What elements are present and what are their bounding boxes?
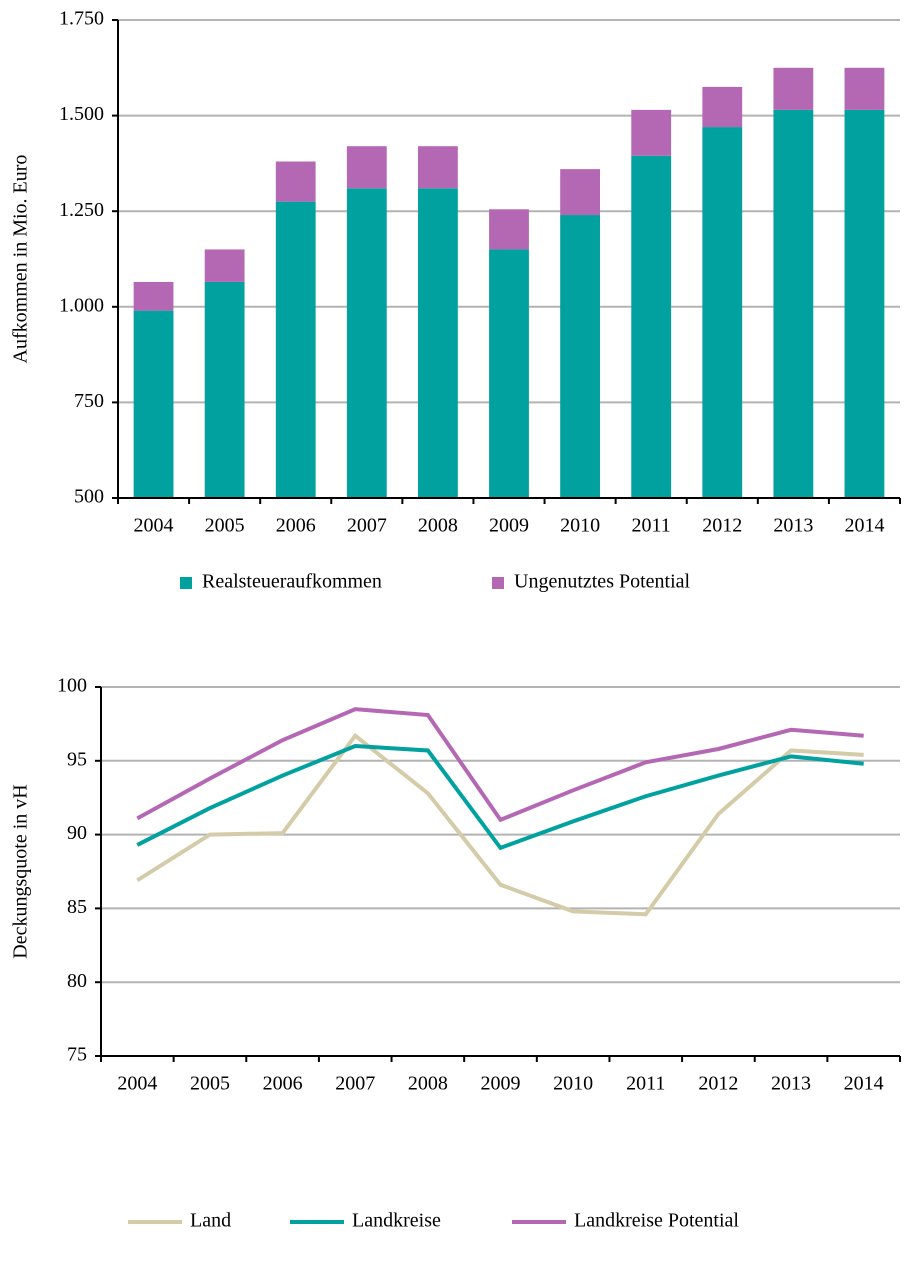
bar-segment (560, 215, 600, 499)
x-tick-label: 2010 (560, 515, 600, 537)
x-tick-label: 2007 (335, 1073, 375, 1095)
legend-swatch (492, 577, 504, 589)
bar-segment (844, 67, 885, 110)
y-tick-label: 1.250 (59, 199, 104, 221)
bar-segment (346, 146, 387, 189)
y-tick-label: 100 (57, 675, 87, 697)
x-tick-label: 2014 (844, 515, 884, 537)
bar-segment (560, 169, 600, 216)
bar-segment (631, 155, 672, 498)
bar-segment (204, 249, 245, 282)
bar-segment (346, 188, 387, 499)
bar-segment (418, 146, 458, 189)
bar-segment (631, 109, 672, 156)
y-tick-label: 95 (67, 748, 87, 770)
y-tick-label: 500 (74, 486, 104, 508)
bar-segment (133, 281, 174, 311)
bar-segment (773, 67, 814, 110)
x-tick-label: 2013 (773, 515, 813, 537)
y-tick-label: 90 (67, 822, 87, 844)
bar-segment (275, 161, 316, 202)
bar-segment (489, 209, 529, 250)
line-series (136, 732, 864, 917)
y-tick-label: 1.000 (59, 294, 104, 316)
x-tick-label: 2009 (489, 515, 529, 537)
bar-segment (275, 201, 316, 498)
bar-segment (418, 188, 458, 499)
y-tick-label: 1.500 (59, 103, 104, 125)
x-tick-label: 2014 (844, 1073, 884, 1095)
line-series (136, 707, 864, 823)
x-tick-label: 2006 (263, 1073, 303, 1095)
x-tick-label: 2009 (481, 1073, 521, 1095)
y-tick-label: 750 (74, 390, 104, 412)
y-tick-label: 75 (67, 1044, 87, 1066)
legend-swatch (180, 577, 192, 589)
legend-label: Land (190, 1210, 231, 1232)
x-tick-label: 2011 (632, 515, 671, 537)
x-tick-label: 2012 (698, 1073, 738, 1095)
y-tick-label: 1.750 (59, 8, 104, 30)
x-tick-label: 2007 (347, 515, 387, 537)
x-tick-label: 2008 (408, 1073, 448, 1095)
bar-segment (773, 109, 814, 498)
bar-segment (489, 249, 529, 498)
bar-segment (702, 86, 743, 128)
y-axis-title: Deckungsquote in vH (10, 784, 32, 958)
y-tick-label: 85 (67, 896, 87, 918)
legend-label: Ungenutztes Potential (514, 571, 691, 593)
legend-label: Landkreise (352, 1210, 441, 1232)
bar-segment (702, 127, 743, 499)
y-axis-title: Aufkommen in Mio. Euro (10, 155, 32, 364)
x-tick-label: 2013 (771, 1073, 811, 1095)
legend-label: Landkreise Potential (574, 1210, 739, 1232)
x-tick-label: 2012 (702, 515, 742, 537)
x-tick-label: 2005 (190, 1073, 230, 1095)
line-series (136, 744, 864, 851)
x-tick-label: 2008 (418, 515, 458, 537)
x-tick-label: 2004 (117, 1073, 157, 1095)
bar-segment (204, 281, 245, 498)
bar-segment (844, 109, 885, 498)
legend-label: Realsteueraufkommen (202, 571, 382, 593)
bar-segment (133, 310, 174, 498)
x-tick-label: 2005 (205, 515, 245, 537)
y-tick-label: 80 (67, 970, 87, 992)
x-tick-label: 2011 (626, 1073, 665, 1095)
x-tick-label: 2010 (553, 1073, 593, 1095)
x-tick-label: 2006 (276, 515, 316, 537)
x-tick-label: 2004 (134, 515, 174, 537)
